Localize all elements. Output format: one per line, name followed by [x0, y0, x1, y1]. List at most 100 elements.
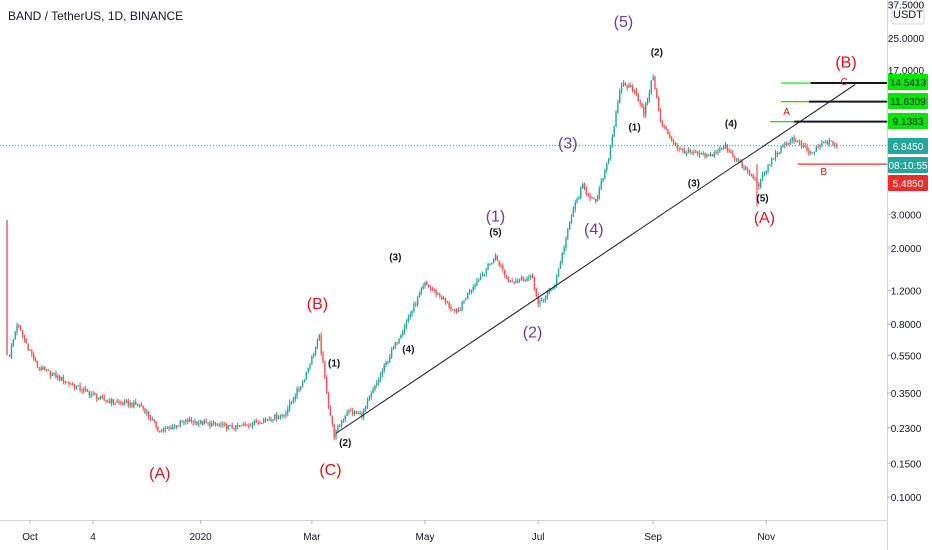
candle-body: [326, 377, 328, 395]
candle-body: [411, 310, 413, 315]
candle-body: [774, 152, 777, 159]
candle-body: [40, 367, 42, 370]
candle-body: [422, 286, 424, 289]
candle-body: [596, 197, 599, 202]
candle-body: [715, 152, 717, 154]
currency-unit-box[interactable]: [891, 3, 925, 25]
price-tag: [888, 113, 928, 129]
candle-body: [64, 381, 66, 383]
candle-body: [711, 154, 714, 157]
candle-body: [203, 421, 206, 425]
candle-body: [663, 125, 665, 128]
candle-body: [528, 277, 530, 279]
candle-body: [205, 421, 207, 423]
candle-body: [248, 425, 250, 427]
candle-body: [561, 252, 563, 263]
candle-body: [483, 273, 486, 275]
candle-body: [285, 413, 287, 416]
candle-body: [107, 400, 109, 402]
candle-body: [656, 88, 658, 98]
wave-label: (2): [523, 325, 543, 342]
candle-body: [173, 425, 176, 427]
candle-body: [363, 409, 365, 417]
wave-label: (1): [628, 123, 640, 134]
candle-body: [632, 86, 634, 91]
x-tick-label: Sep: [644, 532, 662, 543]
wave-label: (A): [754, 210, 775, 227]
candle-body: [522, 277, 524, 281]
candle-body: [724, 144, 727, 148]
candle-body: [301, 381, 304, 387]
candle-body: [761, 174, 764, 180]
candle-body: [307, 367, 309, 372]
candle-body: [435, 290, 437, 295]
candle-body: [229, 424, 231, 426]
candle-body: [709, 154, 712, 156]
candle-body: [199, 420, 202, 424]
candle-body: [661, 121, 664, 126]
candle-body: [565, 238, 567, 248]
drawings[interactable]: [335, 82, 887, 434]
candle-body: [227, 425, 230, 429]
candle-body: [708, 154, 710, 156]
candle-body: [624, 83, 626, 86]
candle-body: [294, 396, 296, 400]
candle-body: [797, 140, 799, 142]
candle-body: [290, 401, 293, 403]
candle-body: [470, 289, 473, 292]
candle-body: [758, 183, 760, 187]
candle-body: [81, 390, 83, 392]
candle-body: [305, 371, 308, 380]
candle-body: [765, 171, 767, 174]
candle-body: [698, 153, 701, 155]
wave-label: (3): [688, 178, 700, 189]
y-tick-label: 0.8000: [891, 320, 922, 331]
candle-body: [478, 279, 480, 281]
candle-body: [331, 415, 333, 424]
candle-body: [793, 137, 795, 142]
wave-label: (5): [614, 14, 634, 31]
candle-body: [120, 401, 122, 403]
candle-body: [604, 170, 606, 179]
x-tick-label: Jul: [532, 532, 545, 543]
candle-body: [12, 339, 15, 347]
candle-body: [442, 298, 445, 300]
candle-body: [659, 110, 662, 122]
candle-body: [520, 277, 523, 280]
candle-body: [66, 381, 68, 383]
trendline[interactable]: [335, 84, 856, 434]
candle-body: [71, 384, 74, 386]
candle-body: [734, 156, 736, 160]
candle-body: [168, 427, 170, 429]
wave-label: (B): [835, 55, 856, 72]
candle-body: [68, 381, 70, 384]
candle-body: [123, 400, 126, 405]
candle-body: [220, 424, 222, 426]
candle-body: [544, 296, 547, 300]
candle-body: [44, 366, 46, 370]
candle-body: [320, 335, 322, 354]
candle-body: [541, 300, 543, 302]
candle-body: [689, 149, 691, 153]
candle-body: [489, 263, 491, 265]
y-tick-label: 0.1500: [891, 459, 922, 470]
candle-body: [531, 275, 534, 278]
x-tick-label: 2020: [189, 532, 212, 543]
candle-body: [73, 384, 76, 389]
currency-unit-label: USDT: [893, 9, 923, 21]
price-tags: 14.5413 11.6309 9.1383 6.8450 08:10:55 5.4850: [888, 74, 928, 191]
wave-label: (5): [756, 193, 768, 204]
candle-body: [377, 379, 380, 383]
candle-body: [702, 152, 704, 154]
candle-body: [700, 152, 703, 155]
candle-body: [357, 413, 359, 415]
candle-body: [416, 297, 419, 305]
candle-body: [750, 174, 753, 176]
candle-body: [164, 427, 167, 430]
candle-body: [166, 427, 168, 429]
candle-body: [834, 144, 836, 146]
candle-body: [198, 423, 200, 425]
price-tag: [888, 138, 928, 154]
candle-body: [364, 405, 367, 410]
